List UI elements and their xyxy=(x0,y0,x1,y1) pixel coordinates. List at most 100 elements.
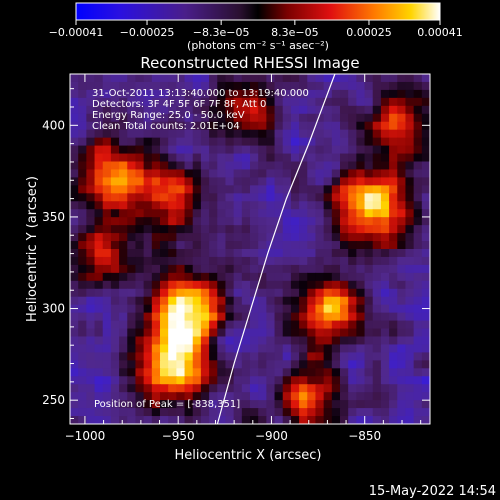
heatmap-cell xyxy=(340,169,349,178)
heatmap-cell xyxy=(110,193,120,202)
heatmap-cell xyxy=(241,185,251,194)
heatmap-cell xyxy=(176,209,186,218)
heatmap-cell xyxy=(70,161,79,171)
heatmap-cell xyxy=(78,113,87,123)
heatmap-cell xyxy=(290,400,300,409)
heatmap-cell xyxy=(372,352,382,361)
heatmap-cell xyxy=(176,241,186,250)
colorbar xyxy=(75,2,441,21)
heatmap-cell xyxy=(331,105,341,115)
heatmap-cell xyxy=(110,336,120,346)
heatmap-cell xyxy=(331,145,341,155)
heatmap-cell xyxy=(168,264,177,274)
heatmap-cell xyxy=(397,296,407,306)
heatmap-cell xyxy=(356,97,366,107)
heatmap-cell xyxy=(323,320,333,330)
heatmap-cell xyxy=(160,360,169,369)
heatmap-cell xyxy=(340,209,349,218)
heatmap-cell xyxy=(94,336,104,346)
heatmap-cell xyxy=(209,241,218,250)
heatmap-cell xyxy=(102,336,112,346)
heatmap-cell xyxy=(315,400,325,409)
heatmap-cell xyxy=(323,352,333,361)
heatmap-cell xyxy=(315,177,325,186)
heatmap-cell xyxy=(266,177,276,186)
heatmap-cell xyxy=(290,217,300,226)
heatmap-cell xyxy=(323,145,333,155)
heatmap-cell xyxy=(225,416,235,424)
heatmap-cell xyxy=(94,233,104,242)
heatmap-cell xyxy=(192,233,202,242)
heatmap-cell xyxy=(110,185,120,194)
heatmap-cell xyxy=(413,384,423,393)
heatmap-cell xyxy=(78,241,87,250)
heatmap-cell xyxy=(184,352,194,361)
heatmap-cell xyxy=(217,129,227,139)
heatmap-cell xyxy=(348,344,357,353)
heatmap-cell xyxy=(135,177,145,186)
heatmap-cell xyxy=(290,177,300,186)
heatmap-cell xyxy=(323,169,333,178)
heatmap-cell xyxy=(266,304,276,314)
heatmap-cell xyxy=(102,193,112,202)
heatmap-cell xyxy=(184,113,194,123)
heatmap-cell xyxy=(110,288,120,298)
heatmap-cell xyxy=(348,249,357,258)
heatmap-cell xyxy=(168,272,177,282)
heatmap-cell xyxy=(176,280,186,290)
heatmap-cell xyxy=(250,169,259,178)
heatmap-cell xyxy=(78,185,87,194)
heatmap-cell xyxy=(225,280,235,290)
heatmap-cell xyxy=(315,336,325,346)
heatmap-cell xyxy=(192,344,202,353)
heatmap-cell xyxy=(307,352,317,361)
heatmap-cell xyxy=(389,360,398,369)
heatmap-cell xyxy=(225,384,235,393)
heatmap-cell xyxy=(127,89,137,99)
heatmap-cell xyxy=(135,233,145,242)
heatmap-cell xyxy=(200,272,210,282)
heatmap-cell xyxy=(323,161,333,171)
heatmap-cell xyxy=(86,97,96,107)
heatmap-cell xyxy=(160,384,169,393)
heatmap-cell xyxy=(209,264,218,274)
heatmap-cell xyxy=(307,193,317,202)
heatmap-cell xyxy=(78,288,87,298)
heatmap-cell xyxy=(331,185,341,194)
heatmap-cell xyxy=(200,280,210,290)
heatmap-cell xyxy=(315,209,325,218)
heatmap-cell xyxy=(94,121,104,131)
heatmap-cell xyxy=(143,89,153,99)
heatmap-cell xyxy=(143,201,153,210)
heatmap-cell xyxy=(315,225,325,234)
heatmap-cell xyxy=(200,249,210,258)
heatmap-cell xyxy=(290,129,300,139)
heatmap-cell xyxy=(86,241,96,250)
heatmap-cell xyxy=(110,233,120,242)
heatmap-cell xyxy=(258,153,267,163)
heatmap-cell xyxy=(151,161,161,171)
heatmap-cell xyxy=(119,416,128,424)
heatmap-cell xyxy=(78,328,87,338)
heatmap-cell xyxy=(233,137,243,147)
heatmap-cell xyxy=(86,81,96,91)
heatmap-cell xyxy=(307,408,317,417)
heatmap-cell xyxy=(135,113,145,123)
heatmap-cell xyxy=(307,312,317,322)
heatmap-cell xyxy=(200,320,210,330)
heatmap-cell xyxy=(389,233,398,242)
heatmap-cell xyxy=(119,272,128,282)
heatmap-cell xyxy=(323,304,333,314)
heatmap-cell xyxy=(94,392,104,401)
heatmap-cell xyxy=(168,89,177,99)
heatmap-cell xyxy=(323,249,333,258)
heatmap-cell xyxy=(405,368,415,377)
heatmap-cell xyxy=(143,328,153,338)
heatmap-cell xyxy=(266,280,276,290)
heatmap-cell xyxy=(86,272,96,282)
heatmap-cell xyxy=(192,89,202,99)
heatmap-cell xyxy=(258,193,267,202)
heatmap-cell xyxy=(290,161,300,171)
heatmap-cell xyxy=(135,153,145,163)
heatmap-cell xyxy=(110,320,120,330)
